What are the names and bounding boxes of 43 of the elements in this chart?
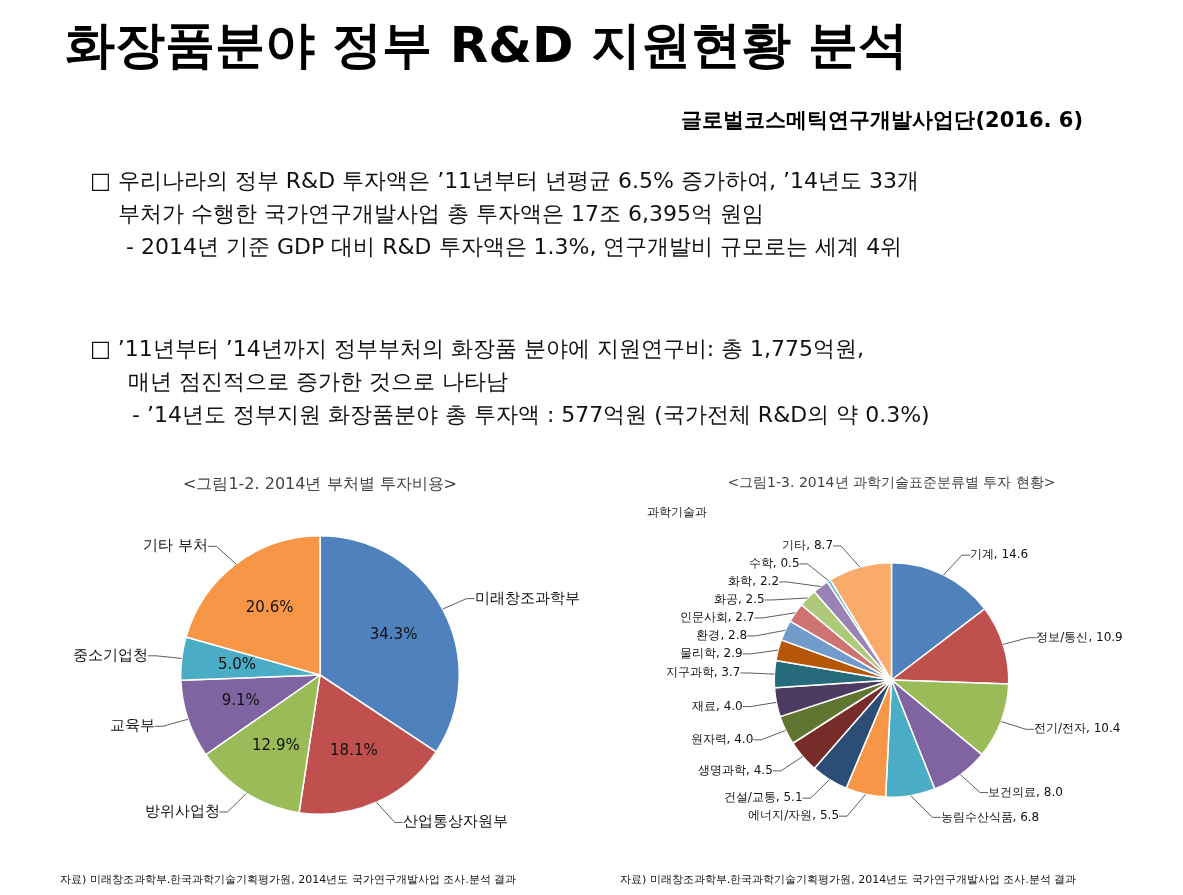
slice-label: 농림수산식품, 6.8 (940, 809, 1040, 824)
slice-label: 환경, 2.8 (696, 628, 748, 643)
slice-label: 방위사업청 (144, 801, 220, 820)
slice-label: 수학, 0.5 (748, 556, 800, 571)
slice-label: 건설/교통, 5.1 (723, 790, 803, 805)
slice-label: 미래창조과학부 (474, 588, 580, 607)
text: □ 우리나라의 정부 R&D 투자액은 ’11년부터 년평균 6.5% 증가하여, ’14년도 33개 (90, 167, 919, 195)
slice-label: 원자력, 4.0 (690, 731, 754, 746)
text: 글로벌코스메틱연구개발사업단(2016. 6) (681, 107, 1083, 134)
slice-label: 에너지/자원, 5.5 (748, 808, 840, 823)
text: - 2014년 기준 GDP 대비 R&D 투자액은 1.3%, 연구개발비 규모로는 세계 4위 (126, 233, 903, 261)
slice-label: 정보/통신, 10.9 (1036, 629, 1123, 644)
data-label: 5.0% (217, 654, 257, 673)
slice-label: 화공, 2.5 (713, 592, 765, 607)
text: - ’14년도 정부지원 화장품분야 총 투자액 : 577억원 (국가전체 R&D의 약 0.3%) (132, 401, 930, 429)
data-label: 20.6% (245, 598, 294, 617)
chart-title: <그림1-3. 2014년 과학기술표준분류별 투자 현황> (726, 474, 1057, 492)
slice-label: 산업통상자원부 (402, 812, 508, 831)
chart-title: <그림1-2. 2014년 부처별 투자비용> (182, 474, 458, 495)
slice-label: 기타, 8.7 (782, 538, 834, 553)
text: 과학기술과 (646, 504, 707, 521)
data-label: 9.1% (221, 691, 260, 710)
slice-label: 기계, 14.6 (969, 547, 1029, 562)
slice-label: 생명과학, 4.5 (698, 763, 773, 778)
text: 자료) 미래창조과학부.한국과학기술기획평가원, 2014년도 국가연구개발사업 조사.분석 결과 (60, 872, 517, 887)
text: 매년 점진적으로 증가한 것으로 나타남 (128, 368, 508, 396)
data-label: 12.9% (252, 735, 300, 754)
slice-label: 보건의료, 8.0 (988, 784, 1063, 799)
text: 화장품분야 정부 R&D 지원현황 분석 (65, 15, 909, 76)
data-label: 18.1% (330, 741, 378, 760)
text: 자료) 미래창조과학부.한국과학기술기획평가원, 2014년도 국가연구개발사업 조사.분석 결과 (620, 872, 1077, 887)
slice-label: 중소기업청 (72, 645, 148, 664)
slice-label: 인문사회, 2.7 (679, 610, 755, 625)
slice-label: 기타 부처 (143, 536, 209, 555)
slice-label: 재료, 4.0 (692, 698, 743, 713)
data-label: 34.3% (369, 625, 418, 644)
slice-label: 물리학, 2.9 (679, 646, 743, 661)
slice-label: 전기/전자, 10.4 (1033, 721, 1121, 736)
slice-label: 교육부 (109, 716, 155, 735)
slice-label: 지구과학, 3.7 (665, 665, 741, 680)
slice-label: 화학, 2.2 (728, 574, 780, 589)
text: 부처가 수행한 국가연구개발사업 총 투자액은 17조 6,395억 원임 (118, 200, 764, 228)
text: □ ’11년부터 ’14년까지 정부부처의 화장품 분야에 지원연구비: 총 1,775억원, (90, 335, 865, 363)
